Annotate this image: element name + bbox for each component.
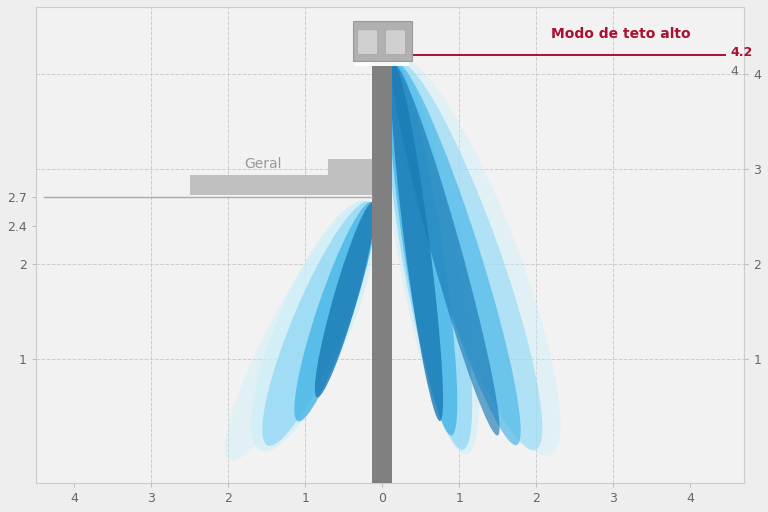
Ellipse shape (384, 59, 479, 455)
Text: Geral: Geral (244, 157, 282, 170)
Ellipse shape (389, 62, 457, 436)
Ellipse shape (387, 58, 561, 456)
Ellipse shape (389, 60, 542, 451)
Bar (353, 21, 412, 61)
Ellipse shape (263, 201, 376, 446)
Bar (372, 55, 392, 483)
Bar (329, 159, 372, 196)
Text: 4.2: 4.2 (730, 46, 753, 59)
Ellipse shape (391, 64, 443, 421)
FancyBboxPatch shape (386, 30, 406, 55)
Ellipse shape (391, 62, 521, 445)
Text: Modo de teto alto: Modo de teto alto (551, 27, 690, 40)
Bar (356, 59, 409, 66)
FancyBboxPatch shape (358, 30, 378, 55)
Bar (190, 175, 372, 196)
Text: 4: 4 (730, 65, 738, 78)
Ellipse shape (386, 61, 472, 450)
Ellipse shape (294, 202, 376, 421)
Ellipse shape (315, 202, 375, 397)
Ellipse shape (392, 64, 500, 436)
Ellipse shape (251, 200, 376, 452)
Ellipse shape (225, 201, 372, 461)
